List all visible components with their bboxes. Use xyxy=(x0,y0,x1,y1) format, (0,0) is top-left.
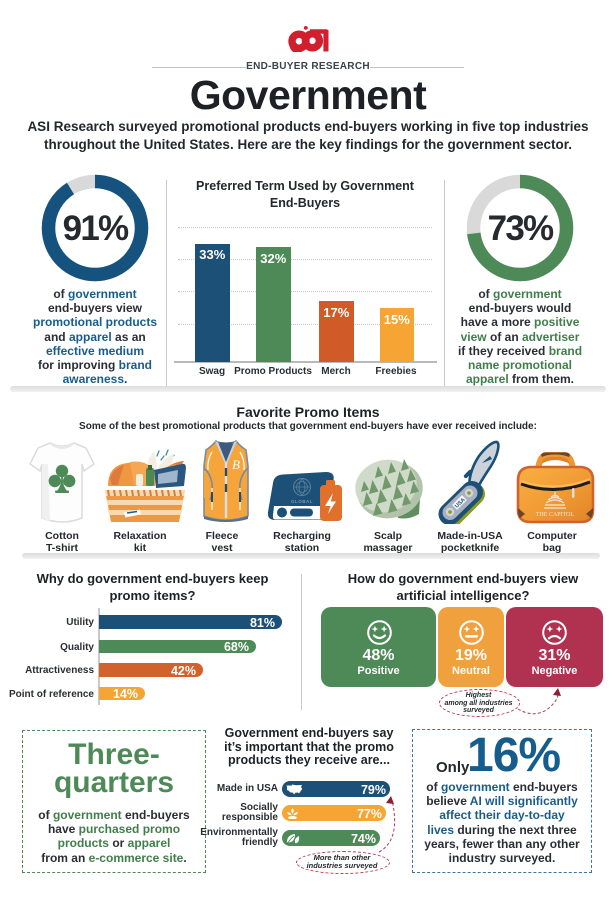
svg-text:THE CAPITOL: THE CAPITOL xyxy=(536,512,575,518)
svg-text:B: B xyxy=(232,457,240,472)
svg-text:GLOBAL: GLOBAL xyxy=(291,499,313,504)
